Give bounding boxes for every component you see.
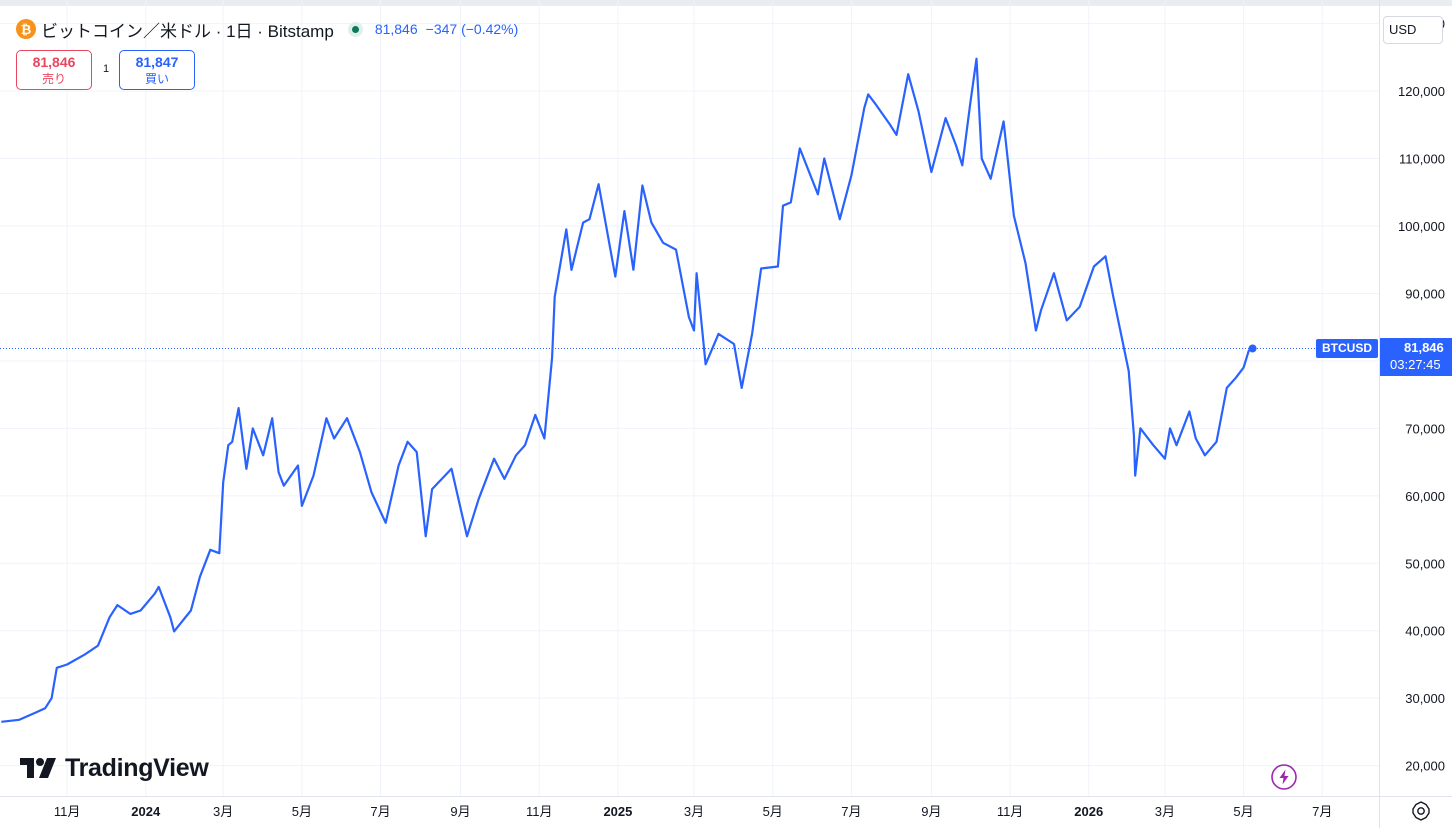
x-tick-label: 5月 xyxy=(1233,804,1253,819)
y-tick-label: 100,000 xyxy=(1398,219,1445,234)
tradingview-wordmark: TradingView xyxy=(65,754,209,782)
x-tick-label: 5月 xyxy=(292,804,312,819)
sell-label: 売り xyxy=(41,72,66,86)
symbol-legend: ₿ ビットコイン／米ドル · 1日 · Bitstamp 81,846 −347… xyxy=(16,17,518,41)
spread-value: 1 xyxy=(102,63,110,75)
x-tick-label: 2026 xyxy=(1074,804,1103,819)
y-tick-label: 110,000 xyxy=(1399,152,1445,167)
currency-selector[interactable]: USD xyxy=(1383,16,1443,44)
x-tick-label: 2025 xyxy=(603,804,632,819)
bar-countdown: 03:27:45 xyxy=(1390,357,1441,373)
last-price-value: 81,846 xyxy=(1404,340,1444,356)
bitcoin-icon: ₿ xyxy=(16,19,36,39)
sell-price: 81,846 xyxy=(32,54,76,70)
top-strip xyxy=(0,0,1452,6)
y-tick-label: 50,000 xyxy=(1405,556,1445,571)
market-status-icon[interactable] xyxy=(347,21,363,37)
y-tick-label: 70,000 xyxy=(1405,421,1445,436)
buy-button[interactable]: 81,847 買い xyxy=(119,50,195,90)
y-tick-label: 40,000 xyxy=(1405,624,1445,639)
x-tick-label: 2024 xyxy=(131,804,161,819)
last-value: 81,846 xyxy=(374,21,418,37)
x-tick-label: 9月 xyxy=(921,804,941,819)
x-tick-label: 3月 xyxy=(684,804,704,819)
tradingview-logo[interactable]: TradingView xyxy=(20,754,209,783)
buy-label: 買い xyxy=(144,72,169,86)
x-tick-label: 5月 xyxy=(763,804,783,819)
x-tick-label: 3月 xyxy=(213,804,233,819)
symbol-price-tag: BTCUSD xyxy=(1316,339,1378,359)
x-tick-label: 11月 xyxy=(526,804,553,819)
x-tick-label: 7月 xyxy=(841,804,861,819)
last-price-tag: 81,846 03:27:45 xyxy=(1380,338,1452,377)
y-tick-label: 60,000 xyxy=(1405,489,1445,504)
lightning-bolt-icon[interactable] xyxy=(1271,764,1297,790)
sell-button[interactable]: 81,846 売り xyxy=(16,50,92,90)
x-tick-label: 11月 xyxy=(997,804,1024,819)
x-tick-label: 3月 xyxy=(1155,804,1175,819)
settings-gear-icon[interactable] xyxy=(1410,800,1432,822)
y-tick-label: 90,000 xyxy=(1405,286,1445,301)
y-tick-label: 30,000 xyxy=(1405,691,1445,706)
tradingview-logo-icon xyxy=(20,757,56,778)
last-point-marker xyxy=(1248,344,1257,353)
y-tick-label: 20,000 xyxy=(1405,759,1445,774)
x-tick-label: 7月 xyxy=(1312,804,1332,819)
price-series-line xyxy=(1,57,1254,723)
x-tick-label: 11月 xyxy=(54,804,81,819)
buy-price: 81,847 xyxy=(135,54,179,70)
symbol-title[interactable]: ビットコイン／米ドル · 1日 · Bitstamp xyxy=(41,21,334,41)
y-tick-label: 120,000 xyxy=(1398,84,1445,99)
x-tick-label: 9月 xyxy=(450,804,470,819)
price-change: −347 (−0.42%) xyxy=(425,21,519,37)
x-tick-label: 7月 xyxy=(370,804,390,819)
